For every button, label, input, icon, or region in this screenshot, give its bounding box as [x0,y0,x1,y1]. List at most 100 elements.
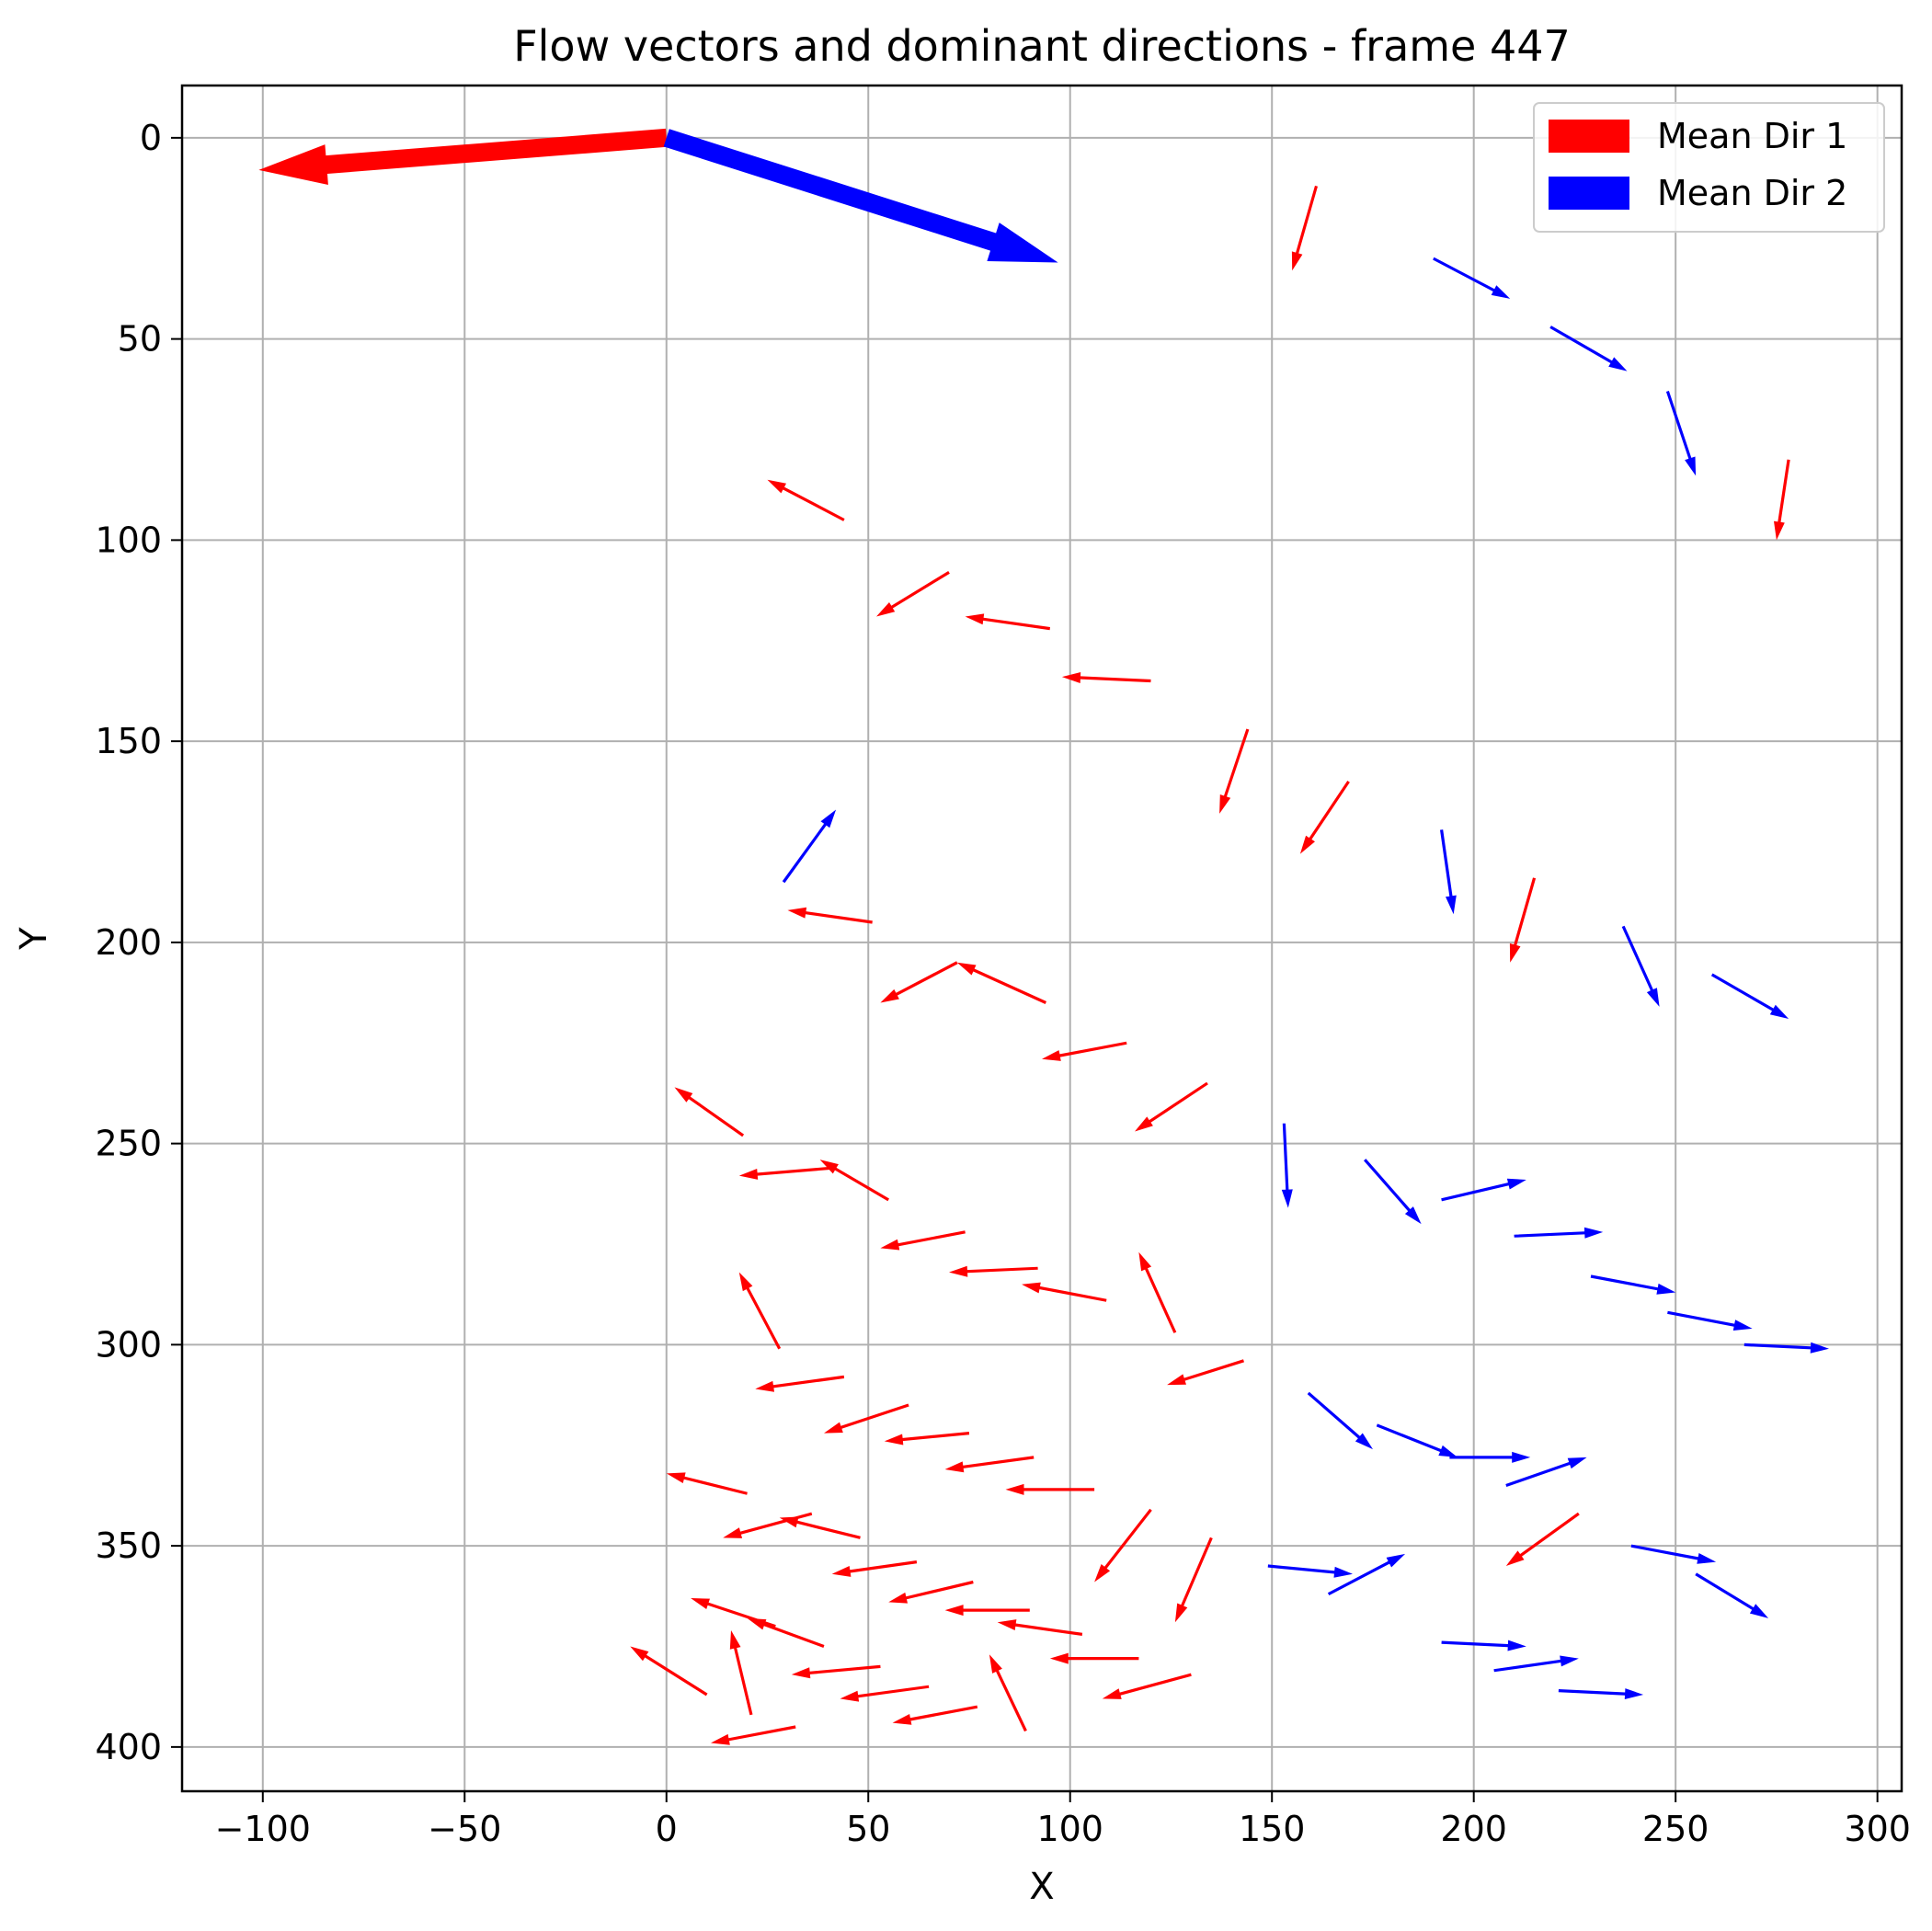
x-tick-label: 150 [1239,1809,1306,1849]
y-tick-label: 150 [95,721,162,761]
flow-vector-arrow [791,1664,881,1679]
flow-vector-arrow [738,1272,782,1350]
flow-vector-arrow [747,1617,825,1648]
flow-vector-arrow [876,571,950,617]
flow-vectors [630,185,1829,1745]
flow-vector-arrow [944,1456,1035,1473]
x-tick-label: 200 [1440,1809,1507,1849]
flow-vector-arrow [944,1605,1030,1617]
x-tick-label: 100 [1036,1809,1103,1849]
y-tick-label: 350 [95,1525,162,1566]
flow-vector-arrow [989,1654,1027,1732]
flow-vector-arrow [1433,257,1511,299]
flow-vector-arrow [1440,829,1457,915]
legend-swatch-mean-dir-1 [1549,120,1629,153]
x-tick-label: 0 [656,1809,678,1849]
x-axis-title: X [1029,1866,1054,1908]
flow-vector-arrow [1449,1451,1531,1463]
flow-vector-arrow [711,1725,796,1745]
flow-vector-arrow [767,479,845,521]
flow-vector-arrow [1042,1041,1127,1061]
y-tick-label: 0 [140,118,162,158]
flow-vector-arrow [1005,1483,1095,1495]
flow-vector-arrow [1558,1688,1644,1699]
x-tick-label: 50 [846,1809,890,1849]
flow-vector-arrow [884,1432,970,1445]
flow-vector-arrow [782,809,837,884]
flow-vector-arrow [1135,1081,1208,1132]
flow-vector-arrow [1138,1251,1177,1333]
flow-vector-arrow [1743,1342,1829,1354]
x-tick-label: 300 [1844,1809,1911,1849]
flow-vector-arrow [819,1160,889,1202]
flow-vector-arrow [1505,1512,1580,1566]
x-tick-label: 250 [1642,1809,1709,1849]
flow-vector-arrow [1667,1310,1753,1331]
chart-title: Flow vectors and dominant directions - f… [513,21,1571,71]
flow-vector-arrow [892,1705,978,1725]
y-tick-label: 50 [118,319,162,360]
flow-vector-arrow [1364,1159,1422,1225]
flow-vector-arrow [738,1166,837,1180]
legend-swatch-mean-dir-2 [1549,177,1629,210]
flow-vector-arrow [630,1646,708,1697]
y-tick-label: 300 [95,1324,162,1365]
flow-vector-arrow [1022,1282,1107,1302]
legend-label-mean-dir-1: Mean Dir 1 [1657,116,1847,156]
x-tick-label: −100 [215,1809,311,1849]
y-tick-label: 400 [95,1727,162,1767]
flow-vector-arrow [1167,1359,1244,1386]
flow-vector-arrow [1094,1508,1152,1583]
flow-vector-arrow [1061,672,1151,683]
flow-vector-arrow [1505,1457,1587,1487]
flow-vector-arrow [1441,1178,1526,1202]
flow-vector-arrow [1219,728,1250,814]
y-tick-label: 250 [95,1124,162,1164]
flow-vector-arrow [1514,1227,1604,1239]
mean-direction-2-arrow [663,129,1058,263]
flow-vector-arrow [1102,1673,1192,1699]
flow-vector-arrow [729,1630,753,1716]
flow-vector-arrow [1774,459,1790,541]
flow-vector-arrow [840,1685,930,1702]
flow-vector-arrow [755,1375,845,1392]
flow-vector-arrow [1281,1123,1293,1208]
flow-vector-arrow [1509,877,1537,963]
legend-label-mean-dir-2: Mean Dir 2 [1657,173,1847,213]
flow-vector-arrow [1621,925,1660,1007]
flow-vector-arrow [949,1265,1038,1277]
flow-vector-arrow [1695,1572,1769,1618]
flow-vector-arrow [1441,1640,1526,1651]
flow-vector-arrow [1049,1652,1139,1664]
flow-vector-arrow [824,1403,909,1434]
flow-vector-arrow [1590,1274,1676,1295]
flow-vector-arrow [880,1230,966,1251]
series-1-vectors [630,185,1790,1745]
series-2-vectors [782,257,1829,1699]
flow-vector-arrow [888,1580,974,1604]
axis-ticks: −100 −50 0 50 100 150 200 250 300 0 50 100 150 200 250… [95,118,1910,1849]
flow-vector-arrow [1299,781,1350,854]
flow-vector-arrow [1493,1655,1579,1673]
flow-vector-arrow [965,613,1050,631]
y-tick-label: 100 [95,520,162,560]
flow-vector-arrow [1376,1423,1458,1457]
flow-vector-arrow [997,1619,1083,1636]
mean-direction-1-arrow [258,128,668,185]
flow-vector-arrow [666,1472,748,1495]
legend: Mean Dir 1 Mean Dir 2 [1533,102,1885,233]
flow-vector-arrow [1174,1537,1213,1623]
x-tick-label: −50 [428,1809,501,1849]
flow-vector-arrow [831,1560,918,1577]
flow-vector-arrow [1267,1564,1353,1578]
flow-vector-arrow [787,907,873,924]
mean-direction-arrows [258,128,1058,263]
flow-vector-arrow [1710,973,1789,1019]
plot-frame [180,84,1903,1793]
flow-vector-arrow [1307,1391,1373,1450]
flow-vector-arrow [1549,326,1628,371]
flow-vector-arrow [1665,391,1697,476]
flow-vector-arrow [1630,1544,1717,1564]
flow-vector-arrow [880,961,958,1003]
